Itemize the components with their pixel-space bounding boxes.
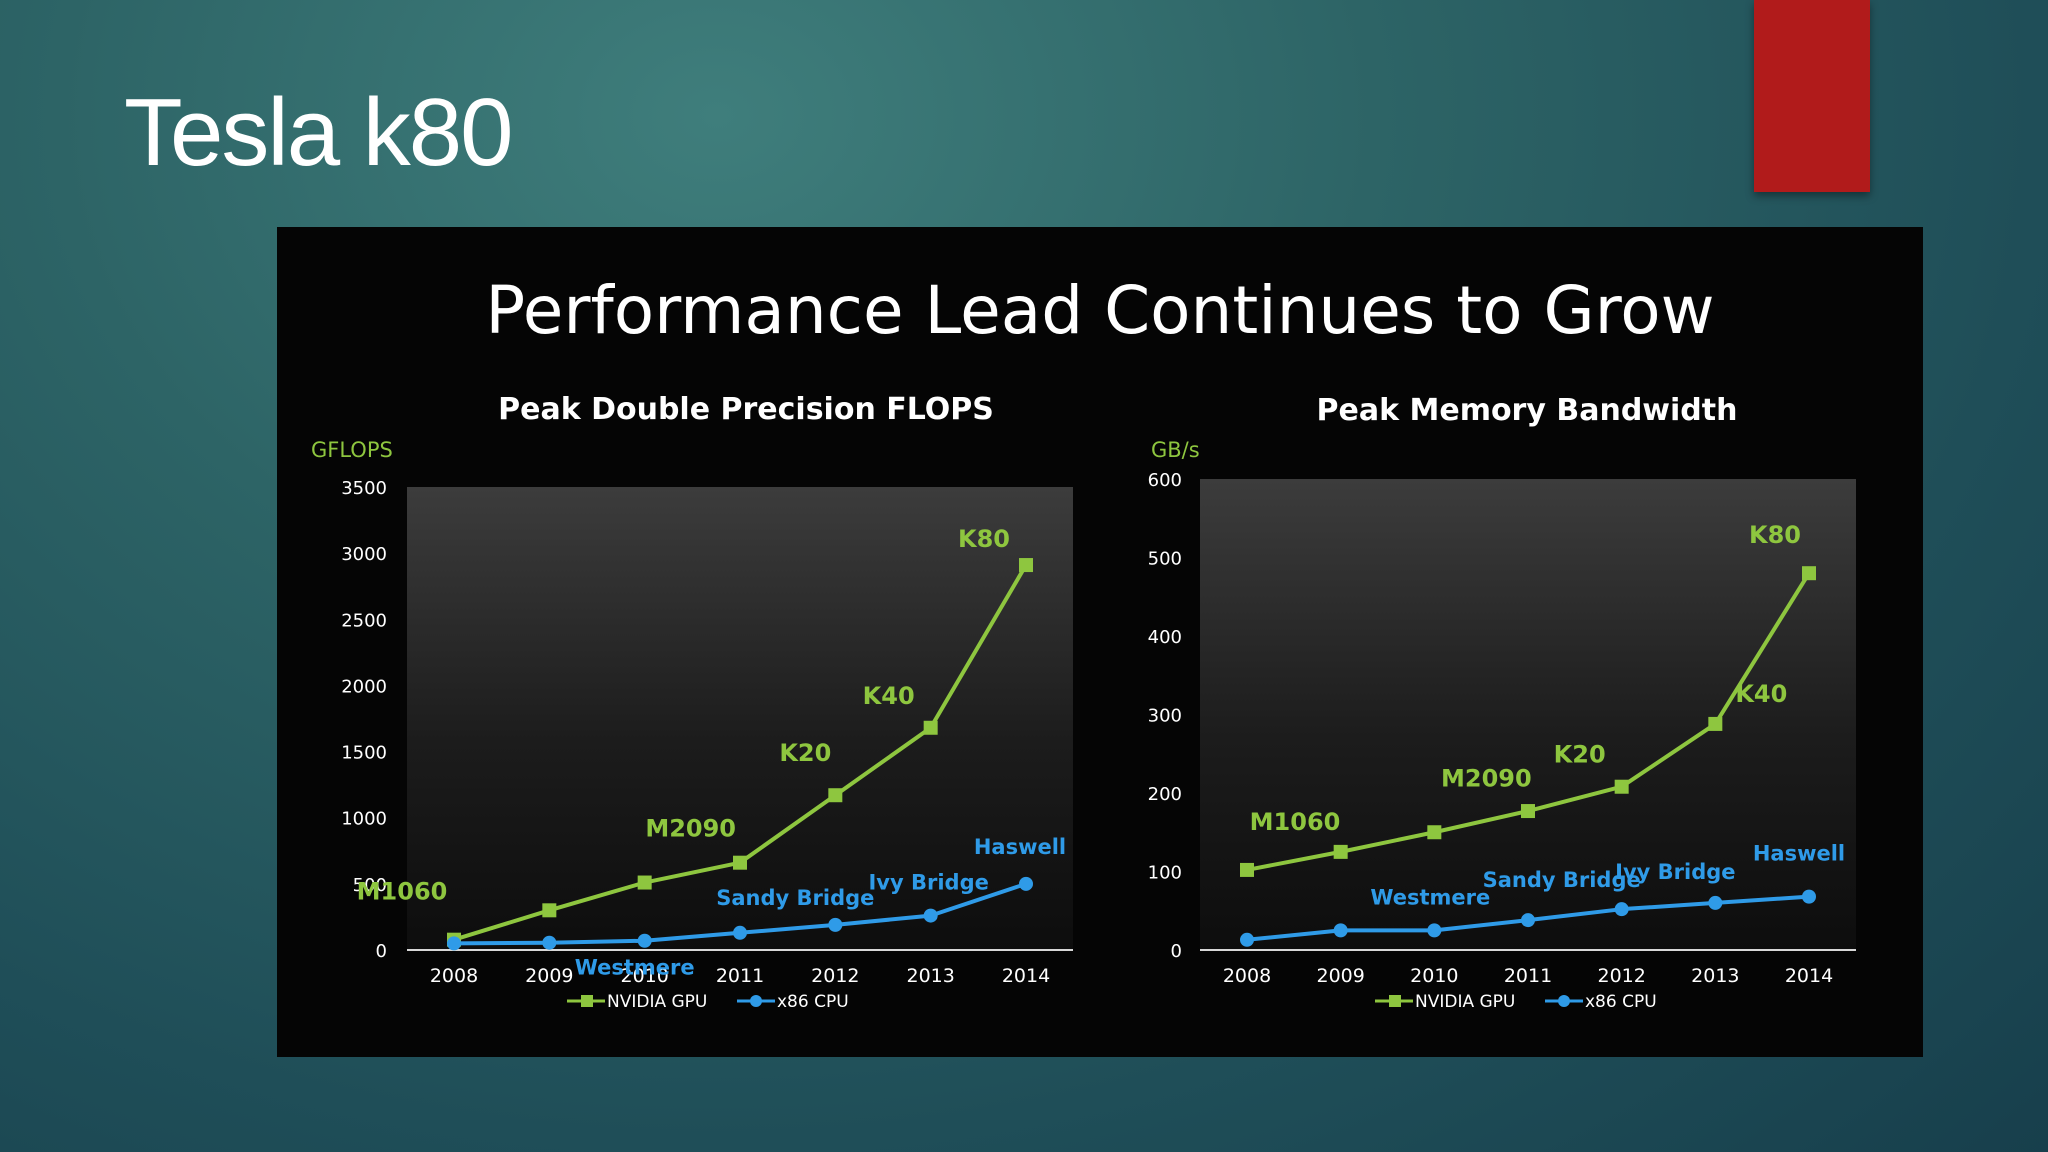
gpu-marker <box>1708 716 1723 731</box>
annotation-cpu: Westmere <box>575 956 695 980</box>
legend-label: NVIDIA GPU <box>607 992 707 1012</box>
accent-tab <box>1754 0 1870 192</box>
y-tick-label: 200 <box>1148 784 1182 805</box>
cpu-marker <box>1333 923 1348 938</box>
annotation-gpu: K20 <box>1554 741 1606 769</box>
annotation-cpu: Ivy Bridge <box>868 871 988 895</box>
x-tick-label: 2013 <box>1691 965 1739 987</box>
annotation-gpu: M1060 <box>1250 808 1341 836</box>
x-tick-label: 2010 <box>1410 965 1458 987</box>
legend-label: NVIDIA GPU <box>1415 992 1515 1012</box>
legend-label: x86 CPU <box>777 992 849 1012</box>
charts-svg: Peak Double Precision FLOPS GFLOPS 0 500 100… <box>311 392 1856 1012</box>
legend-marker-cpu <box>750 995 762 1007</box>
gpu-marker <box>828 788 843 803</box>
annotation-gpu: K80 <box>958 525 1010 553</box>
annotation-cpu: Westmere <box>1370 885 1490 909</box>
x-tick-label: 2011 <box>716 965 764 987</box>
y-tick-label: 2000 <box>341 676 387 697</box>
y-tick-label: 500 <box>1148 549 1182 570</box>
x-tick-label: 2008 <box>430 965 478 987</box>
cpu-marker <box>447 936 461 951</box>
gpu-marker <box>1614 779 1629 794</box>
y-tick-label: 0 <box>1171 941 1182 962</box>
x-tick-label: 2009 <box>1316 965 1364 987</box>
slide-title: Tesla k80 <box>124 79 514 186</box>
chart-title: Peak Double Precision FLOPS <box>498 392 994 427</box>
annotation-gpu: M2090 <box>645 815 736 843</box>
x-tick-label: 2010 <box>620 965 668 987</box>
y-tick-label: 0 <box>376 941 387 962</box>
chart-panel: Performance Lead Continues to Grow Peak … <box>277 227 1923 1057</box>
x-tick-label: 2013 <box>906 965 954 987</box>
cpu-marker <box>1019 876 1033 891</box>
x-tick-label: 2014 <box>1785 965 1833 987</box>
panel-title: Performance Lead Continues to Grow <box>485 272 1715 349</box>
gpu-marker <box>637 875 652 890</box>
cpu-marker <box>1240 932 1254 947</box>
y-tick-label: 100 <box>1148 863 1182 884</box>
gpu-marker <box>1333 844 1348 859</box>
x-tick-label: 2009 <box>525 965 573 987</box>
y-tick-label: 400 <box>1148 627 1182 648</box>
cpu-marker <box>1614 902 1629 917</box>
legend-marker-gpu <box>581 995 593 1007</box>
cpu-marker <box>733 925 747 940</box>
annotation-cpu: Haswell <box>974 835 1066 859</box>
x-tick-label: 2012 <box>811 965 859 987</box>
cpu-marker <box>1802 889 1816 904</box>
annotation-gpu: K40 <box>863 682 915 710</box>
annotation-cpu: Sandy Bridge <box>1483 868 1641 892</box>
y-tick-label: 3500 <box>341 478 387 499</box>
annotation-gpu: M1060 <box>357 878 448 906</box>
y-axis-label: GFLOPS <box>311 438 393 462</box>
gpu-marker <box>542 903 557 918</box>
cpu-marker <box>637 933 652 948</box>
cpu-marker <box>1708 895 1723 910</box>
gpu-marker <box>1240 862 1254 877</box>
y-tick-label: 300 <box>1148 706 1182 727</box>
gpu-marker <box>1427 825 1442 840</box>
gpu-marker <box>733 855 747 870</box>
y-tick-label: 3000 <box>341 544 387 565</box>
y-tick-label: 600 <box>1148 470 1182 491</box>
annotation-cpu: Sandy Bridge <box>716 886 874 910</box>
x-tick-label: 2011 <box>1504 965 1552 987</box>
plot-area <box>1200 479 1856 950</box>
annotation-cpu: Haswell <box>1753 842 1845 866</box>
y-tick-label: 500 <box>353 875 387 896</box>
annotation-gpu: K20 <box>779 739 831 767</box>
cpu-marker <box>1521 913 1535 928</box>
annotation-gpu: M2090 <box>1441 764 1532 792</box>
annotation-cpu: Ivy Bridge <box>1615 860 1735 884</box>
y-axis-label: GB/s <box>1151 438 1200 462</box>
gpu-marker <box>1019 558 1033 573</box>
cpu-marker <box>1427 923 1442 938</box>
x-tick-label: 2008 <box>1223 965 1271 987</box>
gpu-marker <box>923 720 938 735</box>
x-tick-label: 2014 <box>1002 965 1050 987</box>
chart-title: Peak Memory Bandwidth <box>1317 393 1738 428</box>
y-tick-label: 1000 <box>341 809 387 830</box>
y-tick-label: 1500 <box>341 743 387 764</box>
gpu-marker <box>1521 804 1535 819</box>
legend-marker-gpu <box>1389 995 1401 1007</box>
gpu-marker <box>1802 566 1816 581</box>
plot-area <box>407 487 1073 950</box>
annotation-gpu: K40 <box>1735 680 1787 708</box>
cpu-marker <box>828 917 843 932</box>
legend-label: x86 CPU <box>1585 992 1657 1012</box>
cpu-marker <box>542 935 557 950</box>
cpu-marker <box>923 908 938 923</box>
x-tick-label: 2012 <box>1597 965 1645 987</box>
legend-marker-cpu <box>1558 995 1570 1007</box>
annotation-gpu: K80 <box>1749 521 1801 549</box>
y-tick-label: 2500 <box>341 610 387 631</box>
